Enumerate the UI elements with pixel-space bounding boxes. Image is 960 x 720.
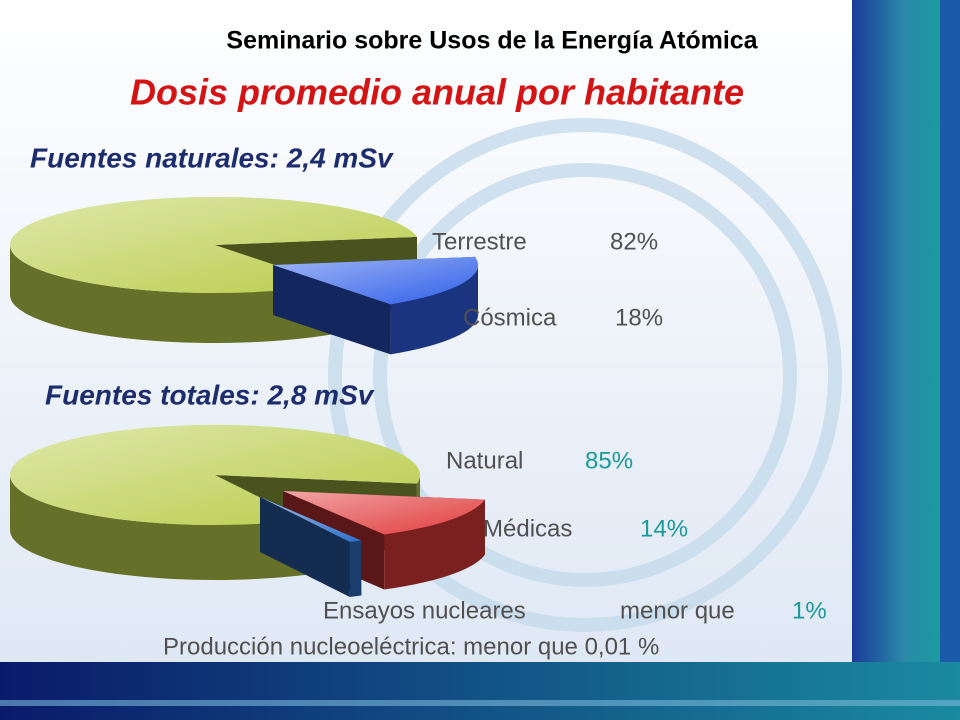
chart-title: Fuentes naturales: 2,4 mSv — [30, 142, 394, 173]
slice-wall — [273, 265, 391, 355]
slice-shine — [9, 425, 420, 525]
watermark — [328, 118, 842, 632]
legend-label: Cósmica — [463, 304, 557, 331]
slice-shine — [283, 491, 485, 535]
side-bar-edge — [940, 0, 960, 720]
note: Producción nucleoeléctrica: menor que 0,… — [163, 633, 659, 660]
bottom-bar — [0, 662, 960, 720]
slice-shine — [273, 256, 479, 305]
value-label: 85% — [585, 447, 633, 474]
bottom-strip — [0, 700, 960, 706]
title: Dosis promedio anual por habitante — [130, 72, 744, 113]
legend-label: Médicas — [483, 515, 572, 542]
value-label: 1% — [792, 597, 827, 624]
legend-label: Terrestre — [432, 228, 527, 255]
header: Seminario sobre Usos de la Energía Atómi… — [226, 27, 758, 55]
slice-shine — [260, 497, 362, 542]
pies — [9, 197, 485, 597]
value-label: 82% — [610, 228, 658, 255]
value-label: 18% — [615, 304, 663, 331]
qualifier: menor que — [620, 597, 735, 624]
slice-side — [10, 475, 305, 580]
slice-side — [390, 265, 478, 355]
slice-shine — [10, 197, 418, 294]
slice-side — [384, 499, 485, 590]
side-bar — [852, 0, 940, 720]
slice-side — [349, 540, 362, 597]
chart-title: Fuentes totales: 2,8 mSv — [45, 379, 375, 410]
slice-side — [10, 245, 333, 343]
slice-wall — [260, 497, 350, 597]
legend-label: Natural — [446, 447, 523, 474]
value-label: 14% — [640, 515, 688, 542]
legend-label: Ensayos nucleares — [323, 597, 526, 624]
